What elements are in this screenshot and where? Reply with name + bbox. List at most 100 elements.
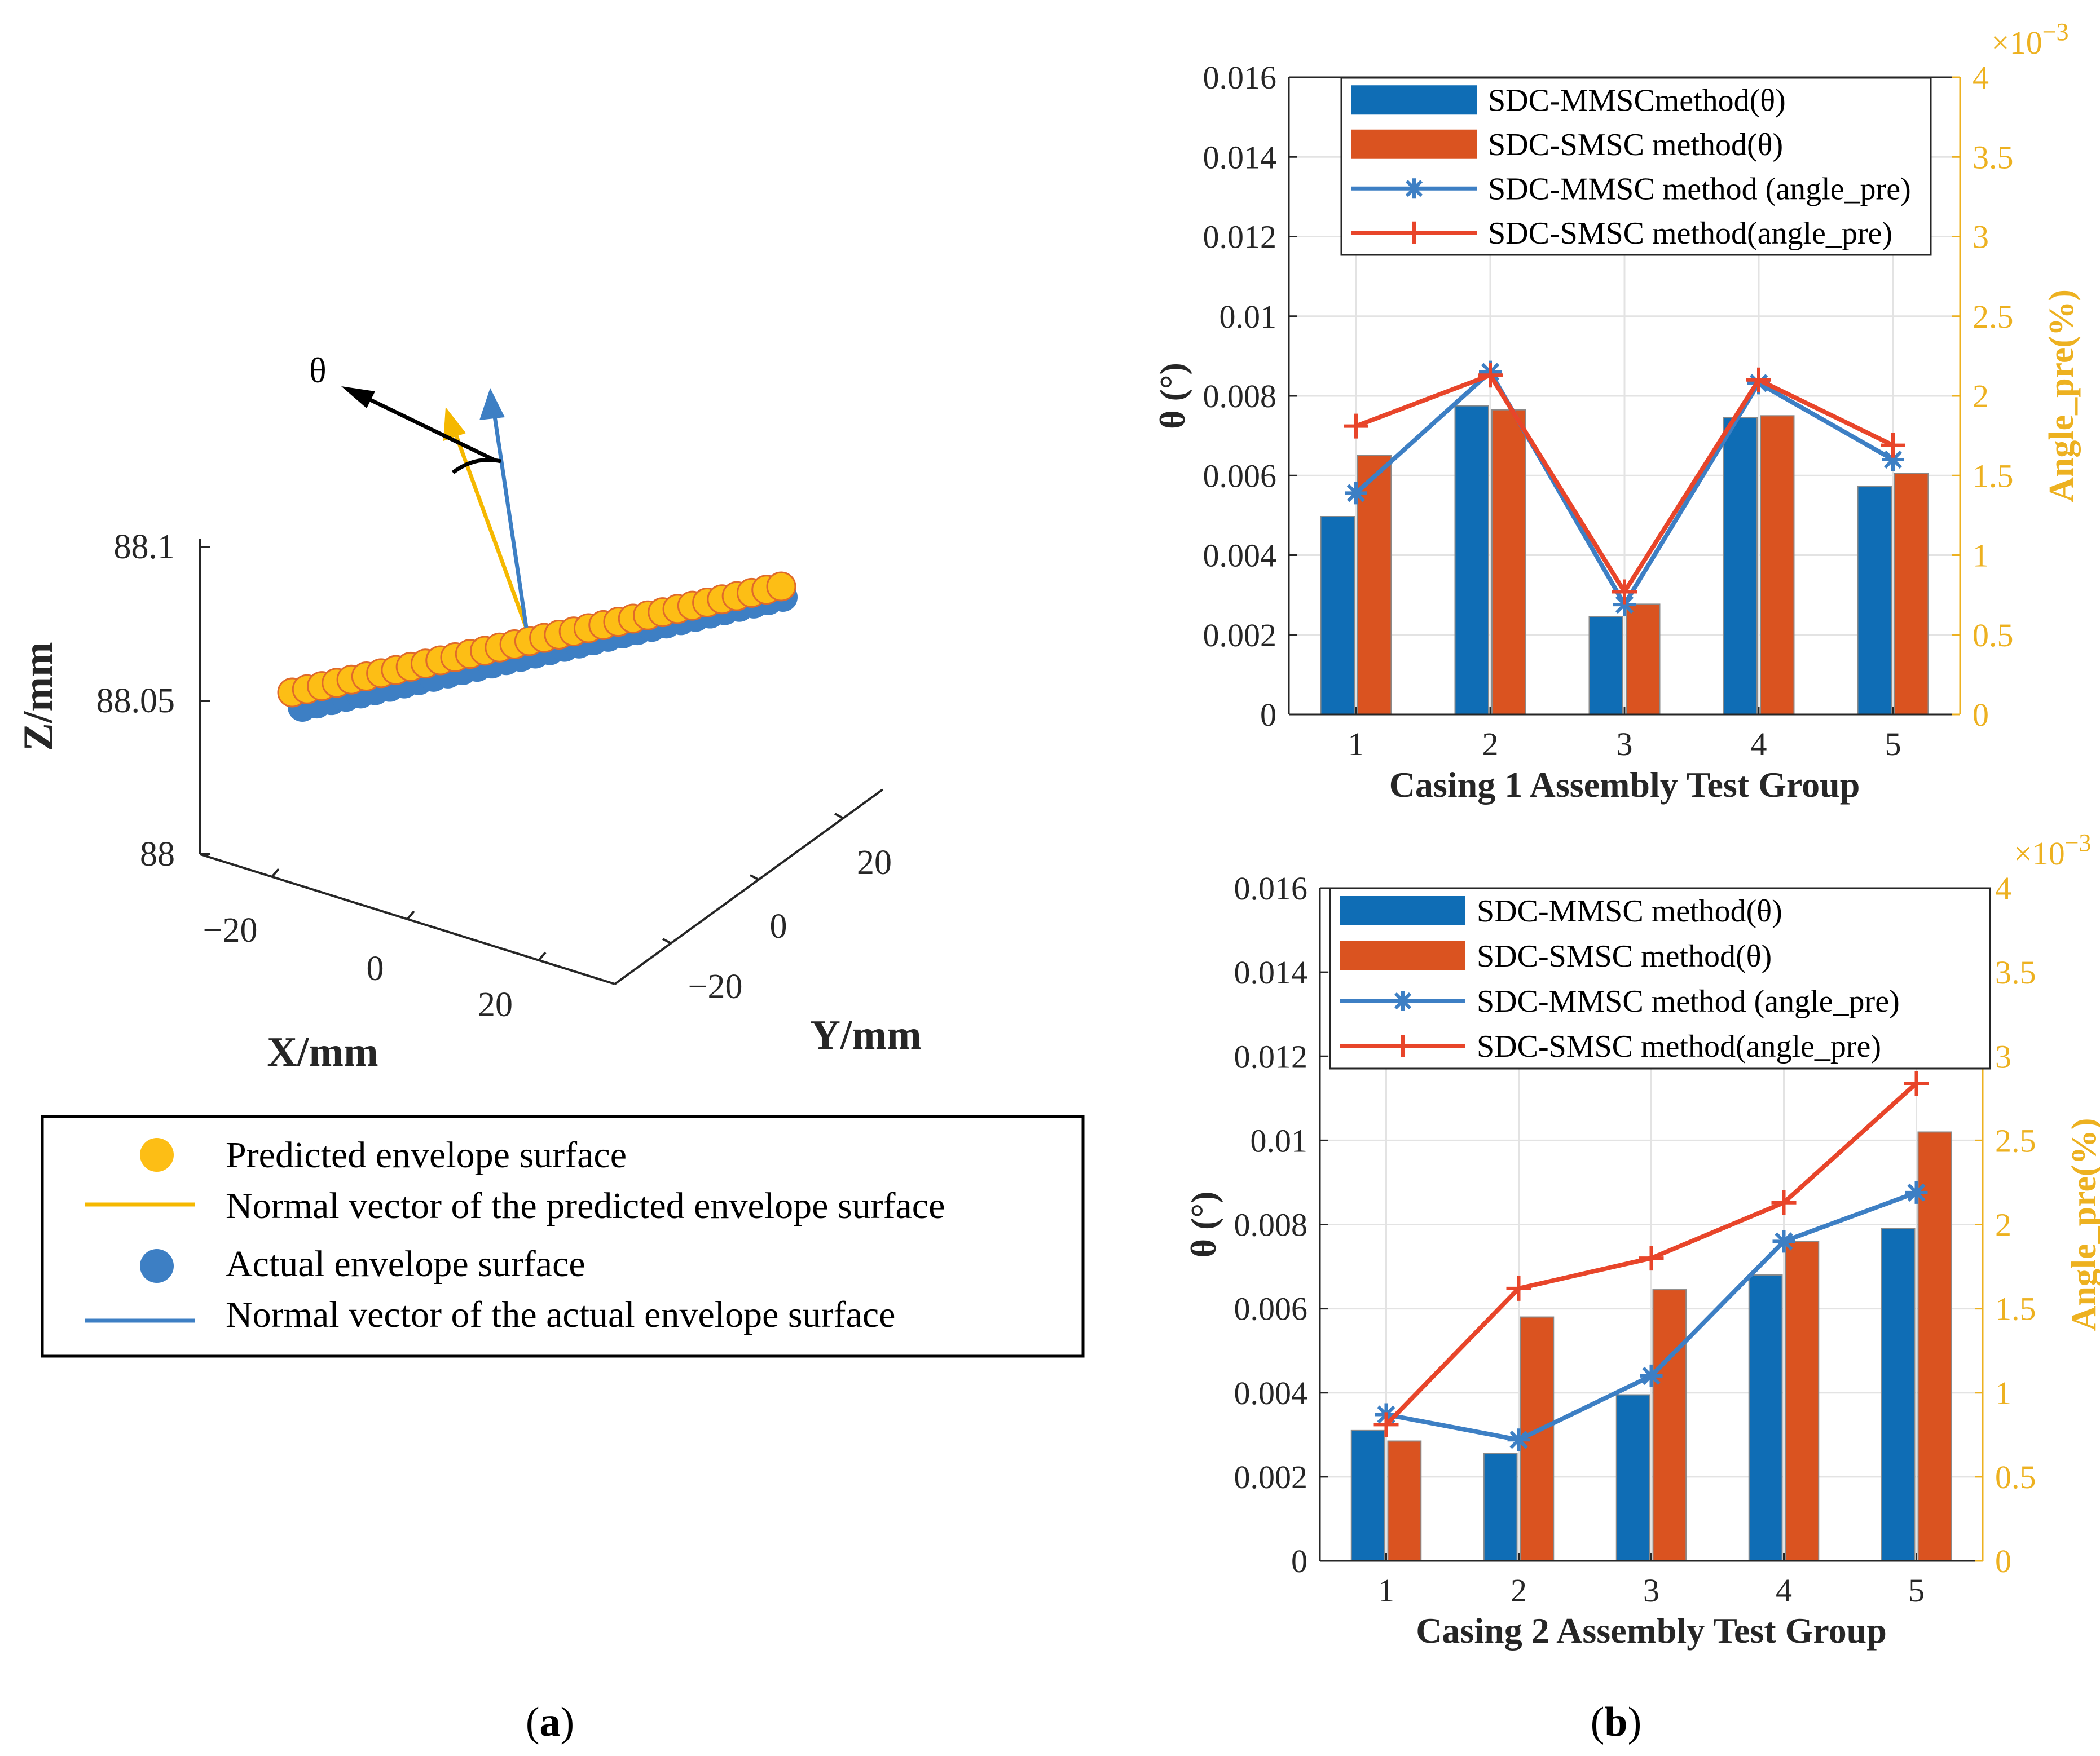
right-axis-label: Angle_pre(%)	[2042, 289, 2081, 502]
y-tick-label: 0.01	[1220, 298, 1277, 335]
bar-smsc-theta	[1626, 603, 1661, 716]
marker-mmsc-angle-pre	[1882, 448, 1904, 471]
x-tick-label: 3	[1617, 726, 1633, 762]
actual-normal-arrowhead	[479, 388, 505, 420]
right-tick-label: 3.5	[1995, 954, 2036, 991]
right-axis-exponent: ×10−3	[1991, 18, 2069, 61]
right-tick-label: 4	[1973, 59, 1989, 96]
marker-smsc-angle-pre	[1881, 433, 1905, 458]
y-axis-label: Y/mm	[810, 1012, 921, 1058]
right-tick-label: 1.5	[1995, 1291, 2036, 1327]
exponent-base: ×10	[2014, 835, 2065, 872]
bar-smsc-theta	[1387, 1440, 1422, 1561]
x-tick-label: 2	[1482, 726, 1499, 762]
bar-mmsc-theta	[1350, 1429, 1385, 1561]
right-tick-label: 3.5	[1973, 139, 2014, 175]
x-tick-mark	[538, 951, 547, 961]
bar-smsc-theta	[1652, 1289, 1687, 1561]
legend-star-marker	[1393, 991, 1413, 1011]
legend-label: SDC-MMSC method (angle_pre)	[1488, 171, 1911, 206]
y-tick-label: 0.006	[1203, 457, 1277, 494]
marker-smsc-angle-pre	[1344, 413, 1368, 439]
y-tick-label: 0	[1260, 696, 1276, 733]
bar-smsc-theta	[1491, 409, 1526, 715]
y-tick-label: −20	[688, 968, 743, 1006]
exponent-base: ×10	[1991, 24, 2042, 61]
x-tick-mark	[271, 868, 280, 878]
y-tick-label: 0.002	[1203, 617, 1277, 654]
y-tick-label: 20	[857, 844, 892, 882]
bar-smsc-theta	[1760, 415, 1795, 715]
right-axis-label: Angle_pre(%)	[2065, 1118, 2100, 1331]
legend-bar-swatch	[1351, 85, 1477, 115]
y-tick-label: 0	[1291, 1543, 1307, 1579]
chart-legend: SDC-MMSCmethod(θ) SDC-SMSC method(θ) SDC-M…	[1340, 77, 1932, 256]
right-tick-label: 0.5	[1995, 1459, 2036, 1495]
right-tick-label: 4	[1995, 870, 2011, 907]
marker-mmsc-angle-pre	[1640, 1364, 1663, 1387]
x-tick-label: 1	[1348, 726, 1364, 762]
bar-mmsc-theta	[1615, 1394, 1650, 1561]
right-tick-label: 3	[1973, 219, 1989, 255]
legend-bar-swatch	[1340, 896, 1465, 925]
bar-smsc-theta	[1917, 1131, 1952, 1561]
marker-mmsc-angle-pre	[1345, 482, 1367, 505]
marker-mmsc-angle-pre	[1772, 1230, 1795, 1253]
legend-label: SDC-MMSCmethod(θ)	[1488, 83, 1786, 118]
legend-label: Normal vector of the actual envelope sur…	[226, 1294, 895, 1335]
theta-symbol: θ	[309, 350, 327, 390]
legend-star-marker	[1404, 178, 1424, 199]
exponent-power: −3	[2065, 829, 2092, 857]
y-tick-label: 0.008	[1203, 378, 1277, 414]
x-tick-label: 1	[1378, 1572, 1394, 1609]
bar-mmsc-theta	[1588, 616, 1623, 715]
theta-reference-arrowhead	[341, 386, 375, 408]
z-tick-label: 88.1	[114, 528, 175, 566]
bar-mmsc-theta	[1483, 1453, 1518, 1562]
bar-mmsc-theta	[1748, 1274, 1783, 1562]
marker-mmsc-angle-pre	[1507, 1428, 1530, 1451]
y-tick-mark	[834, 813, 844, 819]
x-axis-label: Casing 1 Assembly Test Group	[1389, 765, 1860, 805]
legend-bar-swatch	[1351, 129, 1477, 159]
x-tick-label: 20	[478, 986, 513, 1024]
panel-a-3d-plot: 88.1 88.05 88 −20 0 20 20 0 −20 X/mm Y/m…	[15, 350, 1085, 1745]
bar-smsc-theta	[1785, 1241, 1820, 1561]
legend-label: Normal vector of the predicted envelope …	[226, 1185, 945, 1226]
legend-label: SDC-SMSC method(θ)	[1488, 127, 1783, 162]
predicted-normal-arrowhead	[443, 407, 466, 441]
y-tick-label: 0.012	[1234, 1038, 1308, 1075]
right-tick-label: 3	[1995, 1038, 2011, 1075]
marker-smsc-angle-pre	[1478, 363, 1503, 388]
marker-smsc-angle-pre	[1746, 367, 1771, 392]
theta-angle-arc	[451, 458, 501, 474]
x-axis-label: X/mm	[267, 1029, 378, 1075]
panel-a-legend	[41, 1115, 1085, 1358]
chart-legend: SDC-MMSC method(θ) SDC-SMSC method(θ) SDC-…	[1329, 887, 1991, 1070]
x-tick-label: 4	[1751, 726, 1767, 762]
right-tick-label: 2.5	[1973, 298, 2014, 335]
bar-smsc-theta	[1894, 473, 1929, 715]
x-axis-label: Casing 2 Assembly Test Group	[1416, 1611, 1887, 1651]
legend-plus-marker	[1403, 221, 1425, 244]
legend-label: SDC-MMSC method(θ)	[1477, 894, 1782, 929]
legend-label: Predicted envelope surface	[226, 1135, 627, 1176]
bar-mmsc-theta	[1857, 486, 1892, 716]
right-tick-label: 0	[1973, 696, 1989, 733]
panel-a-label: (a)	[526, 1699, 574, 1745]
legend-predicted-marker	[140, 1138, 174, 1172]
marker-smsc-angle-pre	[1373, 1412, 1399, 1437]
marker-smsc-angle-pre	[1639, 1246, 1664, 1271]
right-tick-label: 2	[1973, 378, 1989, 414]
exponent-power: −3	[2042, 18, 2069, 46]
x-tick-label: 5	[1885, 726, 1901, 762]
right-tick-label: 1	[1995, 1375, 2011, 1411]
z-tick-label: 88	[140, 835, 175, 873]
legend-label: SDC-SMSC method(angle_pre)	[1477, 1029, 1881, 1064]
x-tick-label: 3	[1643, 1572, 1659, 1609]
legend-label: SDC-SMSC method(θ)	[1477, 939, 1772, 974]
theta-reference-vector	[360, 393, 495, 462]
marker-mmsc-angle-pre	[1613, 593, 1636, 616]
bar-mmsc-theta	[1881, 1228, 1916, 1562]
